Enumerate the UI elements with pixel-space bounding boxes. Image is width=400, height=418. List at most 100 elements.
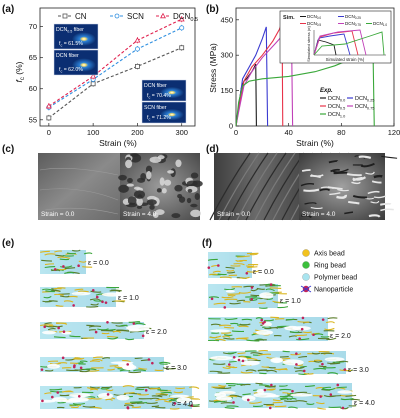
chart-b-legend-label-4-sub: 1.0	[340, 114, 345, 118]
sim-f-np-3-0	[295, 352, 298, 355]
sim-f-np-3-7	[238, 359, 241, 362]
sim-f-np-4-5	[319, 395, 322, 398]
sim-e-chain-3-33	[58, 363, 67, 364]
saxs-value-0: fc = 61.5%	[59, 41, 83, 47]
chart-a-ytick-label-0: 55	[29, 115, 37, 124]
sem-c-blob-38	[187, 198, 191, 203]
chart-a-legend-label-2-sub: 0.5	[190, 17, 198, 23]
sim-e-void-3-2	[47, 364, 60, 369]
sim-e-void-3-1	[111, 361, 134, 364]
sim-e-chain-1-25	[86, 306, 98, 307]
saxs-value-3-tail: = 71.2%	[150, 115, 171, 121]
saxs-label-1-main: DCN fiber	[56, 53, 79, 59]
sim-f-chain-2-57	[232, 331, 244, 332]
panel-letter-c: (c)	[2, 144, 14, 155]
sem-c-blob-56	[162, 188, 167, 193]
sim-e-strain-2: ε = 2.0	[146, 329, 167, 336]
sim-f-chain-4-59	[228, 385, 235, 386]
saxs-value-3: fc = 71.2%	[147, 115, 171, 121]
sem-c-blob-39	[195, 193, 200, 200]
chart-a-xlabel: Strain (%)	[99, 138, 137, 148]
sem-c-blob-54	[179, 196, 185, 203]
chart-b-legend-label-2: DCN0.5	[328, 104, 345, 110]
chart-a-point-CN-3	[180, 46, 184, 50]
sim-inset-legend-label-2-sub: 0.5	[317, 23, 322, 27]
sim-f-np-3-2	[344, 368, 347, 371]
sim-f-np-2-5	[302, 317, 305, 320]
sim-f-chain-4-56	[279, 389, 291, 390]
sim-f-chain-3-52	[283, 351, 290, 352]
chart-a-legend-label-0-main: CN	[75, 12, 87, 21]
sim-e-chain-3-23	[93, 357, 103, 358]
chart-b-curve-DCN0.5	[236, 22, 283, 126]
sim-f-np-3-8	[295, 363, 298, 366]
chart-b-ytick-label-2: 300	[220, 51, 233, 60]
chart-b-ytick-label-3: 450	[220, 15, 233, 24]
sim-f-chain-3-67	[258, 370, 267, 371]
sim-f-chain-3-23	[319, 366, 326, 367]
sim-f-void-3-1	[210, 356, 233, 360]
sem-c-caption-1: Strain = 0.0	[41, 211, 75, 218]
chart-b-curve-DCN0.25	[236, 27, 268, 126]
chart-a-legend-label-1: SCN	[127, 12, 144, 21]
chart-a-point-SCN-3	[180, 26, 184, 30]
sim-e-chain-3-21	[48, 361, 58, 362]
chart-a-ytick-label-1: 60	[29, 84, 37, 93]
saxs-label-2: DCN fiber	[144, 83, 167, 89]
sim-f-np-3-4	[242, 360, 245, 363]
sim-e-np-2-0	[57, 327, 60, 330]
chart-b-ytick-label-0: 0	[229, 122, 233, 131]
sim-f-np-3-5	[228, 363, 231, 366]
sem-d-fiber-22	[303, 190, 319, 191]
bead-legend-label-3: Nanoparticle	[314, 287, 353, 294]
sim-e-np-4-8	[41, 400, 44, 403]
chart-b-legend-label-0: DCN0.0	[328, 96, 345, 102]
sim-e-np-2-2	[95, 331, 98, 334]
panel-letter-b: (b)	[206, 4, 219, 15]
sim-e-chain-3-20	[90, 361, 100, 362]
sim-f-void-3-2	[325, 357, 345, 361]
sem-c-blob-52	[128, 196, 137, 205]
sim-inset-legend-label-0-main: DCN	[307, 14, 317, 19]
sim-f-np-2-2	[263, 321, 266, 324]
sem-d-fiber-27	[347, 174, 362, 175]
sem-c-blob-15	[190, 210, 201, 217]
sim-f-void-4-5	[219, 391, 236, 395]
sim-f-np-1-2	[223, 306, 226, 309]
sim-f-np-4-1	[232, 401, 235, 404]
saxs-label-3-main: SCN fiber	[144, 105, 167, 111]
sem-c-blob-23	[118, 185, 129, 193]
sem-c-blob-58	[125, 160, 132, 169]
sim-f-np-4-6	[247, 399, 250, 402]
sim-f-chain-1-5	[277, 307, 288, 308]
saxs-label-2-main: DCN fiber	[144, 83, 167, 89]
chart-b-legend-label-4-main: DCN	[328, 112, 340, 118]
sim-f-np-2-3	[301, 328, 304, 331]
sim-f-snapshot-0	[208, 252, 260, 279]
sim-e-strain-3: ε = 3.0	[166, 365, 187, 372]
sim-f-void-1-0	[226, 290, 235, 293]
chart-b-legend-title: Exp.	[320, 88, 333, 94]
sim-f-chain-2-51	[254, 340, 266, 341]
sim-e-np-0-0	[62, 265, 65, 268]
sem-c-blob-32	[160, 177, 165, 185]
chart-b-legend-label-3-sub: 0.75	[367, 106, 374, 110]
sim-f-chain-2-8	[221, 333, 231, 334]
sim-e-np-4-9	[145, 389, 148, 392]
sim-f-strain-0: ε = 0.0	[253, 269, 274, 276]
chart-a-legend-label-2-main: DCN	[173, 12, 191, 21]
sem-d-fiber-24	[380, 209, 393, 210]
sim-inset-legend-label-3-main: DCN	[345, 21, 355, 26]
sim-f-np-3-6	[233, 356, 236, 359]
micrograph-c: Strain = 0.0 Strain = 4.0	[38, 153, 203, 220]
chart-b-legend-label-3: DCN0.75	[355, 104, 374, 110]
sim-f-chain-4-27	[288, 407, 297, 408]
sim-e-strain-1: ε = 1.0	[118, 295, 139, 302]
chart-a-ytick-label-2: 65	[29, 53, 37, 62]
sim-f-np-2-6	[312, 333, 315, 336]
sim-e-np-1-0	[96, 296, 99, 299]
sim-e-snapshot-2	[40, 321, 151, 340]
sim-f-chain-4-38	[255, 383, 262, 384]
chart-a-xtick-label-1: 100	[87, 128, 100, 137]
